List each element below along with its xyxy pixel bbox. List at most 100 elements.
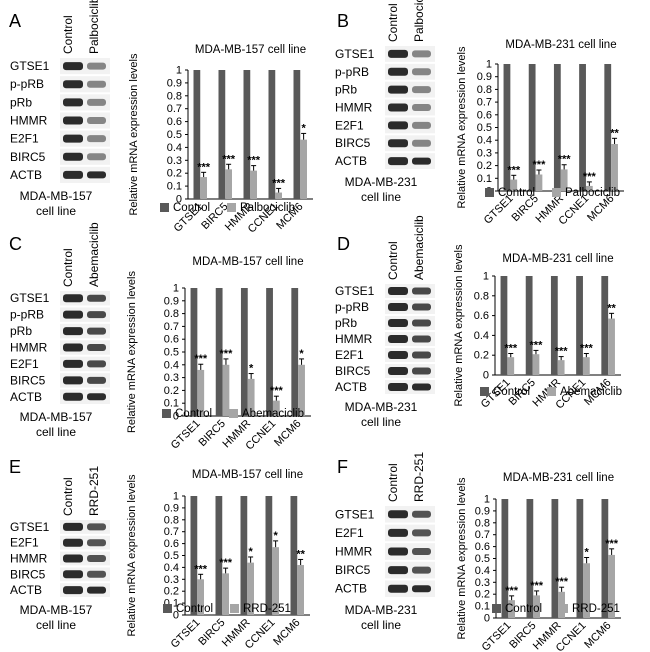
bar-treated: [197, 579, 204, 615]
blot-band-treated: [412, 548, 431, 555]
blot-band-control: [388, 121, 408, 130]
y-tick-label: 0.4: [164, 562, 179, 574]
blot-gene-label: HMMR: [10, 552, 48, 566]
bar-control: [525, 276, 533, 375]
y-tick-label: 1: [176, 65, 182, 77]
bar-treated: [225, 169, 232, 199]
bar-treated: [557, 360, 565, 375]
blot-gene-label: ACTB: [335, 380, 367, 394]
blot-strip: [60, 148, 110, 165]
cell-line-caption: MDA-MB-157: [20, 410, 93, 424]
legend-swatch-treated: [547, 387, 556, 396]
significance-marker: ***: [247, 155, 261, 167]
y-tick-label: 0.5: [164, 550, 179, 562]
y-tick-label: 0.4: [167, 142, 182, 154]
blot-band-control: [63, 134, 83, 143]
y-tick-label: 0.9: [167, 77, 182, 89]
significance-marker: ***: [583, 171, 597, 183]
significance-marker: *: [249, 363, 254, 375]
legend-label-treated: Abemaciclib: [560, 386, 622, 398]
lane-label-treated: Palbociclib: [87, 0, 101, 54]
lane-label-control: Control: [61, 15, 75, 54]
y-tick-label: 0.4: [474, 330, 489, 342]
bar-treated: [297, 565, 304, 615]
blot-band-treated: [87, 327, 106, 335]
legend-label-treated: Abemaciclib: [242, 408, 304, 420]
cell-line-caption: cell line: [361, 618, 401, 632]
significance-marker: ***: [605, 538, 619, 550]
blot-band-treated: [412, 335, 431, 343]
bar-control: [215, 288, 223, 416]
significance-marker: **: [610, 127, 619, 139]
bar-treated: [250, 170, 257, 199]
blot-band-control: [63, 62, 83, 71]
blot-gene-label: E2F1: [10, 132, 39, 146]
x-category-label: MCM6: [271, 617, 302, 648]
bar-control: [240, 288, 248, 416]
significance-marker: ***: [530, 339, 544, 351]
y-tick-label: 0.9: [164, 502, 179, 514]
lane-label-control: Control: [386, 463, 400, 502]
y-axis-label: Relative mRNA expression levels: [456, 46, 468, 209]
legend-label-control: Control: [493, 386, 530, 398]
blot-gene-label: HMMR: [335, 332, 373, 346]
significance-marker: ***: [530, 580, 544, 592]
significance-marker: **: [296, 548, 305, 560]
bar-treated: [582, 357, 590, 375]
blot-band-control: [63, 170, 83, 179]
y-tick-label: 0.7: [167, 103, 182, 115]
blot-band-treated: [412, 367, 431, 375]
y-tick-label: 0.7: [164, 321, 179, 333]
y-tick-label: 0.2: [475, 589, 490, 601]
blot-strip: [60, 112, 110, 129]
significance-marker: ***: [197, 161, 211, 173]
blot-gene-label: ACTB: [10, 583, 42, 597]
significance-marker: ***: [194, 563, 208, 575]
y-axis-label: Relative mRNA expression levels: [456, 477, 468, 640]
bar-chart: MDA-MB-157 cell line Relative mRNA expres…: [126, 469, 310, 651]
y-tick-label: 1: [483, 271, 489, 283]
bar-control: [290, 496, 298, 615]
y-tick-label: 0: [484, 613, 490, 625]
blot-band-control: [63, 554, 83, 563]
bar-treated: [535, 174, 543, 191]
bar-control: [266, 288, 273, 416]
legend-label-control: Control: [505, 603, 542, 615]
significance-marker: ***: [222, 153, 236, 165]
y-tick-label: 0.6: [164, 538, 179, 550]
western-blot: Control Palbociclib GTSE1 p-pRB pRb HMMR E2F1 B…: [335, 0, 435, 204]
blot-strip: [385, 506, 435, 523]
bar-treated: [585, 185, 593, 191]
panel-b: B Control Palbociclib GTSE1 p-pRB pRb HMMR E2F1…: [335, 0, 624, 227]
legend-label-control: Control: [498, 187, 535, 199]
bar-control: [550, 276, 558, 375]
bar-control: [551, 499, 559, 618]
lane-label-treated: Abemaciclib: [412, 215, 426, 280]
blot-gene-label: GTSE1: [335, 284, 375, 298]
bar-treated: [608, 318, 615, 375]
panel-label: C: [9, 234, 22, 254]
blot-gene-label: GTSE1: [10, 291, 50, 305]
significance-marker: ***: [219, 557, 233, 569]
blot-strip: [385, 561, 435, 579]
legend-swatch-control: [162, 409, 171, 418]
bar-treated: [272, 547, 279, 615]
cell-line-caption: MDA-MB-231: [345, 400, 418, 414]
bar-treated: [507, 357, 515, 375]
blot-gene-label: ACTB: [10, 390, 42, 404]
blot-gene-label: pRb: [335, 83, 357, 97]
blot-band-control: [388, 67, 408, 76]
western-blot: Control Abemaciclib GTSE1 p-pRB pRb HMMR E2F1 B…: [10, 222, 110, 439]
significance-marker: *: [301, 122, 306, 134]
blot-band-treated: [412, 566, 431, 574]
blot-gene-label: E2F1: [335, 526, 364, 540]
panel-label: B: [337, 11, 349, 31]
bar-treated: [197, 369, 205, 416]
y-tick-label: 0.3: [477, 147, 492, 159]
blot-gene-label: HMMR: [10, 341, 48, 355]
significance-marker: ***: [555, 576, 569, 588]
bar-control: [576, 499, 584, 618]
blot-band-treated: [412, 139, 431, 147]
blot-gene-label: BIRC5: [335, 136, 371, 150]
